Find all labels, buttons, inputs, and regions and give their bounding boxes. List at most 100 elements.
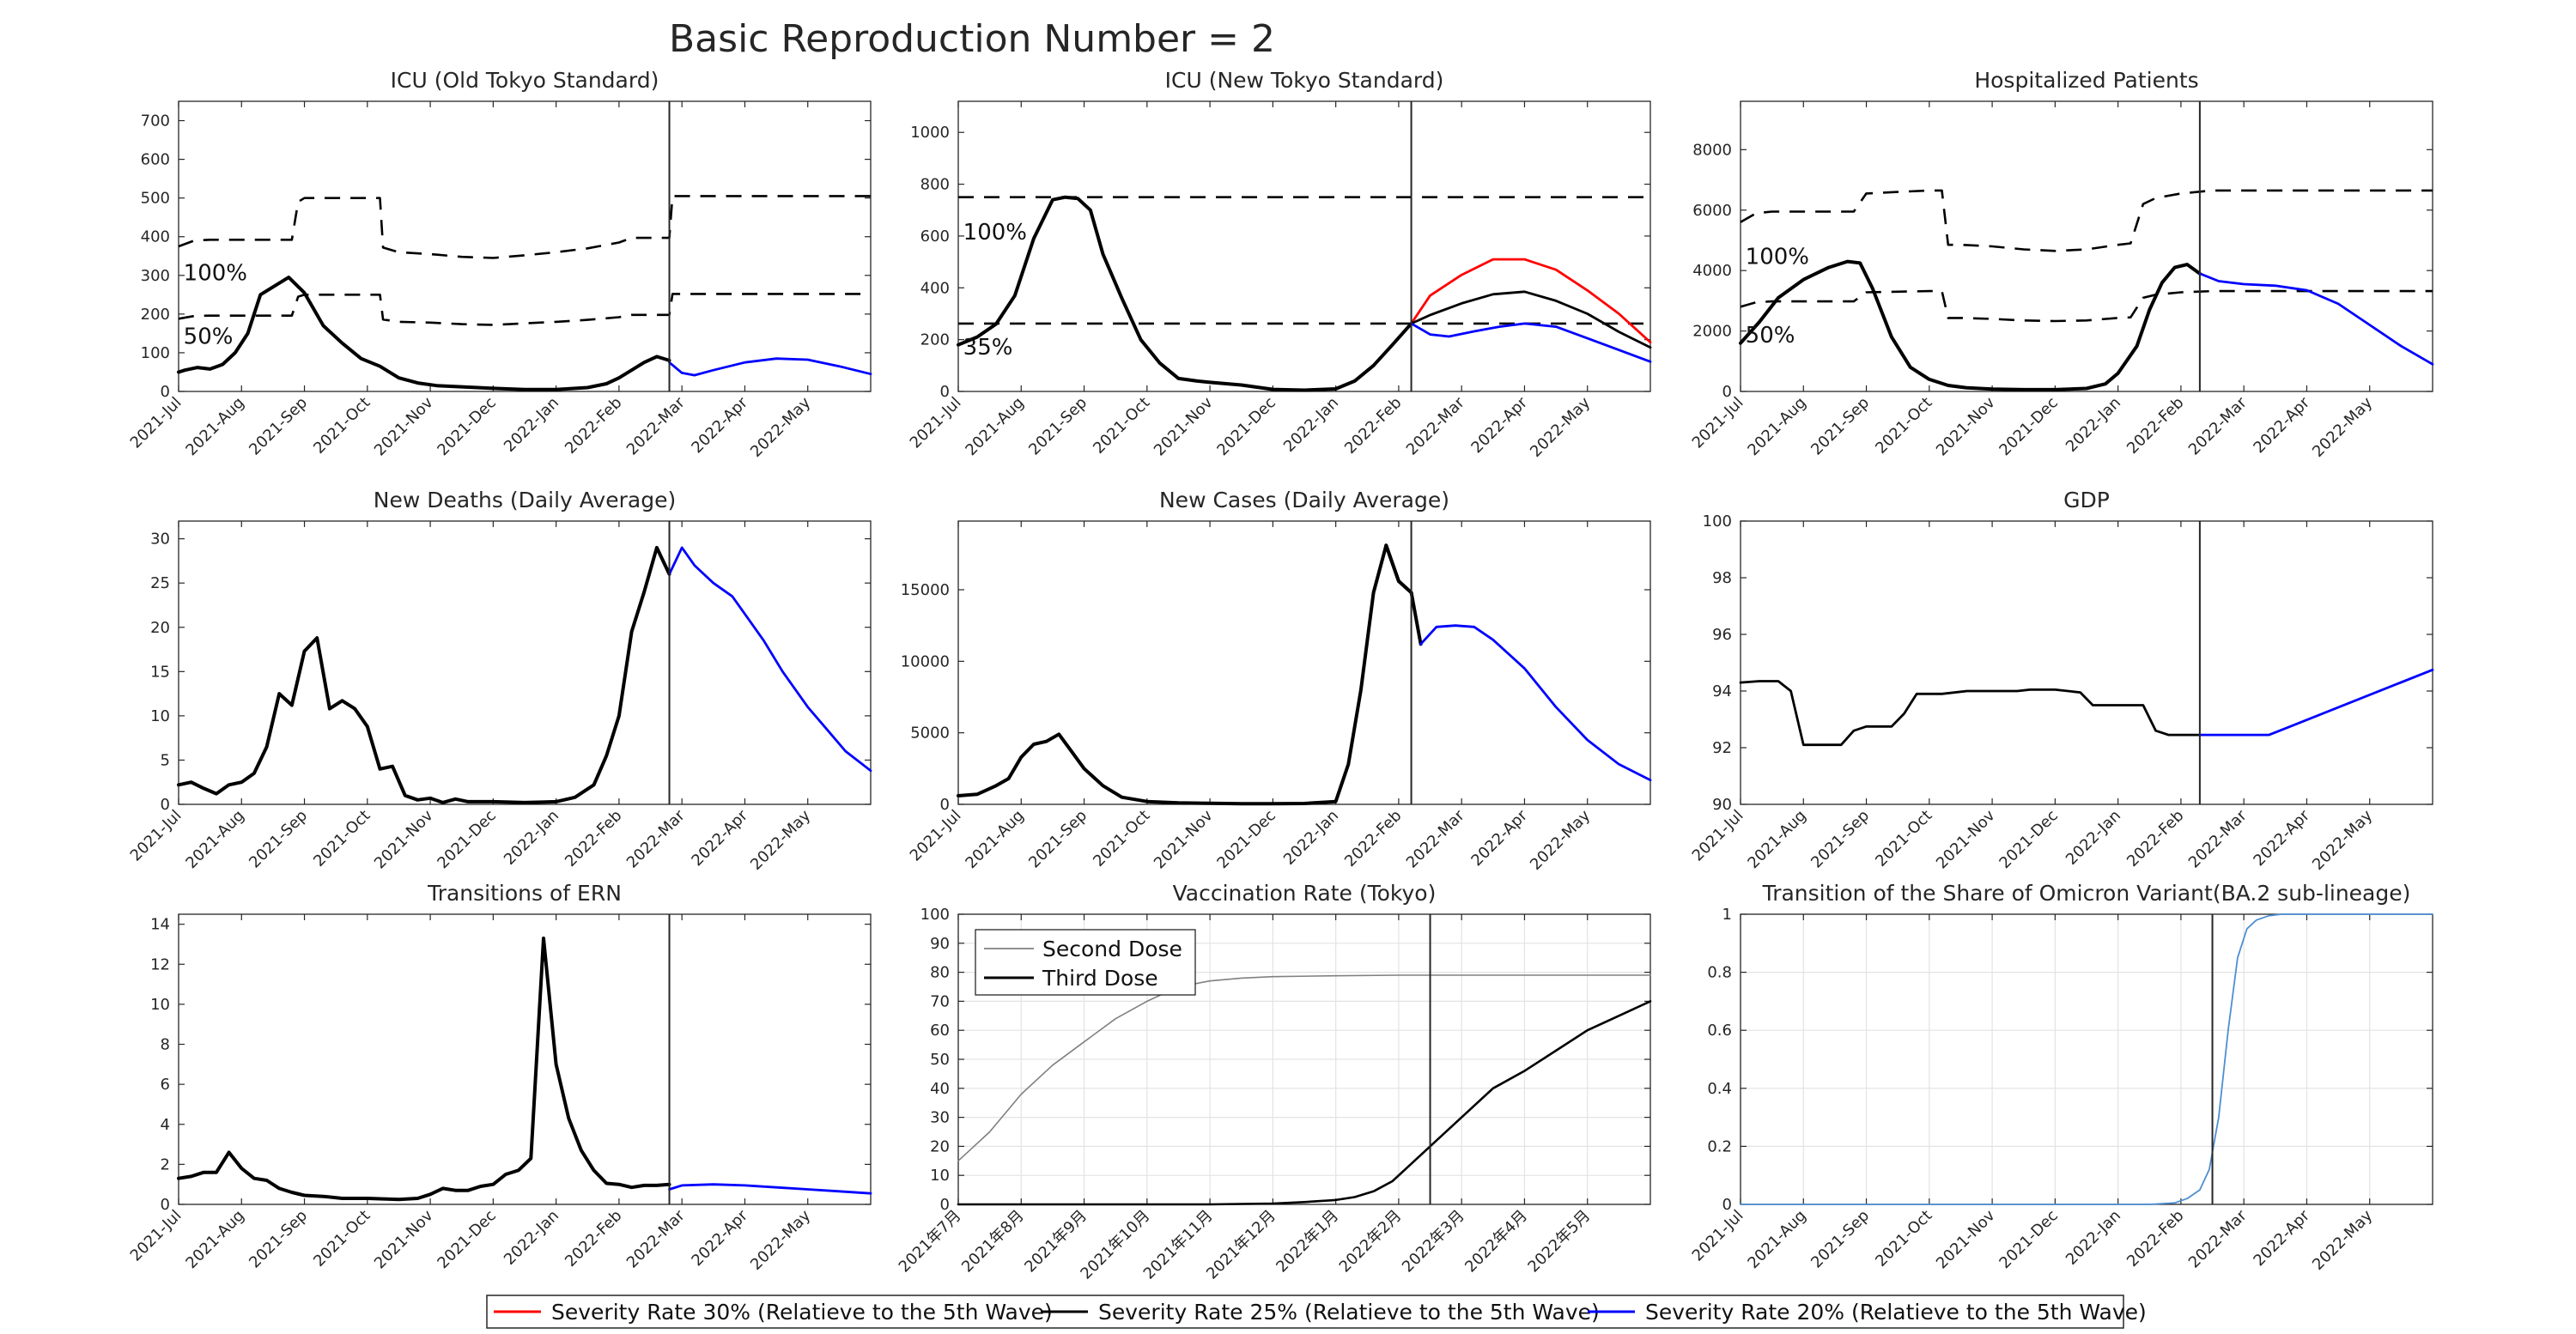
y-tick-label: 0 xyxy=(161,1196,170,1214)
y-tick-label: 30 xyxy=(930,1109,950,1127)
x-tick-label: 2022-May xyxy=(747,806,814,873)
x-tick-label: 2022-Apr xyxy=(2250,1206,2313,1270)
series-line-0 xyxy=(1739,680,2202,747)
y-tick-label: 10 xyxy=(150,996,170,1014)
axes-box xyxy=(178,100,872,392)
subplot-title: ICU (New Tokyo Standard) xyxy=(1165,68,1444,93)
x-tick-label: 2022-Jan xyxy=(2063,807,2124,869)
x-tick-label: 2022-Jan xyxy=(2063,394,2124,456)
x-tick-label: 2021-Aug xyxy=(182,394,247,459)
series-line-1 xyxy=(668,1183,872,1195)
x-tick-label: 2021-Sep xyxy=(246,394,311,459)
x-tick-label: 2021-Jul xyxy=(907,394,965,452)
axes-box xyxy=(1740,913,2433,1205)
x-tick-label: 2022-Mar xyxy=(623,1206,689,1271)
y-tick-label: 2000 xyxy=(1692,323,1732,341)
subplot-icu-new: ICU (New Tokyo Standard) 0 200 400 600 800 100… xyxy=(907,68,1652,461)
x-tick-label: 2022-Feb xyxy=(2123,394,2187,458)
x-tick-label: 2022-Feb xyxy=(562,1207,625,1270)
x-tick-label: 2021-Oct xyxy=(310,394,374,458)
x-tick-label: 2021-Nov xyxy=(1933,806,1999,872)
y-tick-label: 0.8 xyxy=(1707,964,1732,982)
series-line-1 xyxy=(1740,289,2433,323)
x-tick-label: 2021-Dec xyxy=(434,807,499,872)
threshold-annotation: 100% xyxy=(1746,245,1809,270)
x-tick-label: 2021-Jul xyxy=(127,807,185,865)
y-tick-label: 60 xyxy=(930,1022,950,1040)
y-tick-label: 100 xyxy=(1703,512,1732,531)
x-tick-label: 2022-Mar xyxy=(2185,1206,2251,1271)
x-tick-label: 2022-Mar xyxy=(2185,806,2251,871)
threshold-annotation: 35% xyxy=(963,335,1013,361)
figure-legend-box xyxy=(486,1295,2124,1329)
y-tick-label: 1000 xyxy=(910,124,950,142)
y-tick-label: 200 xyxy=(141,306,170,324)
x-tick-label: 2022-Apr xyxy=(2250,806,2313,870)
x-tick-label: 2022-Feb xyxy=(562,807,625,870)
subplot-hospitalized: Hospitalized Patients 0 2000 4000 6000 8000 20… xyxy=(1689,68,2434,461)
x-tick-label: 2021-Jul xyxy=(127,1207,185,1265)
y-tick-label: 20 xyxy=(930,1137,950,1155)
x-tick-label: 2022-Mar xyxy=(623,393,689,458)
x-tick-label: 2022-Jan xyxy=(501,1207,562,1269)
y-tick-label: 2 xyxy=(161,1155,170,1173)
series-line-5 xyxy=(1410,322,1652,363)
x-tick-label: 2022-Apr xyxy=(688,806,751,870)
y-tick-label: 5 xyxy=(161,751,170,769)
x-tick-label: 2021-Aug xyxy=(1744,807,1809,872)
x-tick-label: 2022年1月 xyxy=(1273,1207,1342,1276)
x-tick-label: 2021-Dec xyxy=(1213,807,1279,872)
x-tick-label: 2022-Feb xyxy=(1341,394,1405,458)
y-tick-label: 90 xyxy=(930,935,950,953)
legend-label-black: Severity Rate 25% (Relatieve to the 5th … xyxy=(1098,1300,1600,1325)
y-tick-label: 90 xyxy=(1712,796,1732,814)
subplot-title: New Deaths (Daily Average) xyxy=(374,488,676,512)
x-tick-label: 2021-Nov xyxy=(1933,1206,1999,1272)
x-tick-label: 2022年4月 xyxy=(1461,1207,1531,1276)
x-tick-label: 2021-Jul xyxy=(1689,1207,1747,1265)
subplot-ern: Transitions of ERN024681012142021-Jul202… xyxy=(127,881,872,1274)
x-tick-label: 2022-Mar xyxy=(1403,393,1468,458)
y-tick-label: 5000 xyxy=(910,725,950,743)
series-line-3 xyxy=(2198,272,2434,366)
inner-legend-box xyxy=(975,929,1196,996)
x-tick-label: 2021-Sep xyxy=(1025,807,1091,872)
x-tick-label: 2022-Mar xyxy=(623,806,689,871)
y-tick-label: 70 xyxy=(930,992,950,1010)
x-tick-label: 2021-Sep xyxy=(1807,1207,1873,1272)
axes-box xyxy=(178,520,872,805)
x-tick-label: 2021-Aug xyxy=(182,807,247,872)
series-line-0 xyxy=(957,974,1651,1162)
x-tick-label: 2022-Apr xyxy=(1467,393,1531,457)
x-tick-label: 2021-Oct xyxy=(310,1207,374,1270)
y-tick-label: 98 xyxy=(1712,569,1732,587)
x-tick-label: 2022-Apr xyxy=(1467,806,1531,870)
x-tick-label: 2022年5月 xyxy=(1524,1207,1594,1276)
subplot-icu-old: ICU (Old Tokyo Standard) 0 100 200 300 400 500… xyxy=(127,68,872,461)
subplot-title: Hospitalized Patients xyxy=(1974,68,2198,93)
x-tick-label: 2021-Nov xyxy=(371,393,437,459)
x-tick-label: 2021-Dec xyxy=(1996,394,2061,459)
x-tick-label: 2021-Aug xyxy=(962,807,1027,872)
y-tick-label: 0 xyxy=(1722,383,1732,401)
subplot-gdp: GDP 90 92 94 96 98 100 2021-Jul2021-Aug2021-Sep… xyxy=(1689,488,2434,874)
x-tick-label: 2021年9月 xyxy=(1021,1207,1091,1276)
x-tick-label: 2021-Aug xyxy=(1744,394,1809,459)
series-line-2 xyxy=(177,276,671,391)
y-tick-label: 0 xyxy=(161,796,170,814)
x-tick-label: 2021-Nov xyxy=(1151,393,1217,459)
x-tick-label: 2021-Sep xyxy=(246,807,311,872)
y-tick-label: 4 xyxy=(161,1116,170,1134)
subplot-new-cases: New Cases (Daily Average) 0 5000 10000 15000… xyxy=(901,488,1652,874)
x-tick-label: 2021-Nov xyxy=(371,1206,437,1272)
x-tick-label: 2022-Jan xyxy=(2063,1207,2124,1269)
y-tick-label: 10 xyxy=(930,1167,950,1185)
x-tick-label: 2021-Aug xyxy=(182,1207,247,1272)
x-tick-label: 2021-Aug xyxy=(962,394,1027,459)
series-line-1 xyxy=(178,293,871,326)
y-tick-label: 0 xyxy=(940,383,950,401)
x-tick-label: 2021-Dec xyxy=(1996,807,2061,872)
x-tick-label: 2021-Oct xyxy=(1090,807,1153,870)
y-tick-label: 15000 xyxy=(901,581,950,599)
